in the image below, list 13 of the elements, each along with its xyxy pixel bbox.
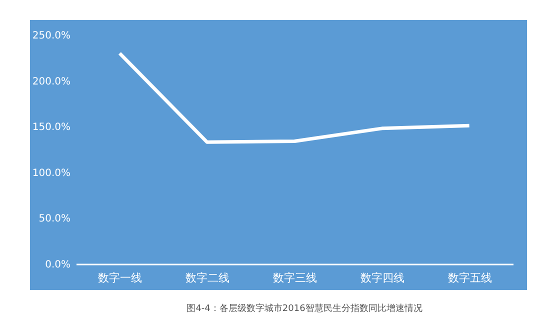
y-tick-label: 100.0% <box>32 168 70 179</box>
x-tick-label: 数字三线 <box>273 272 317 284</box>
y-tick-label: 50.0% <box>38 214 70 225</box>
x-tick-label: 数字四线 <box>360 272 404 284</box>
x-tick-label: 数字一线 <box>98 272 142 284</box>
x-tick-label: 数字二线 <box>186 272 230 284</box>
y-tick-label: 200.0% <box>32 76 70 88</box>
y-tick-label: 250.0% <box>32 30 70 42</box>
line-series <box>118 52 472 144</box>
y-tick-label: 0.0% <box>45 260 70 270</box>
y-tick-label: 150.0% <box>32 122 70 134</box>
caption: 图4-4：各层级数字城市2016智慧民生分指数同比增速情况 <box>186 303 422 314</box>
x-tick-label: 数字五线 <box>448 272 492 284</box>
